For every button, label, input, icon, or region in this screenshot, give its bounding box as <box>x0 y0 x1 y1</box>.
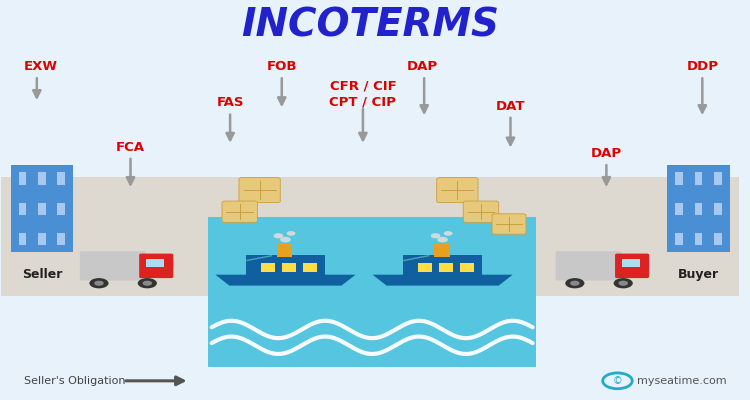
FancyBboxPatch shape <box>714 233 722 246</box>
FancyBboxPatch shape <box>418 263 432 272</box>
FancyBboxPatch shape <box>10 166 74 252</box>
Text: CFR / CIF
CPT / CIP: CFR / CIF CPT / CIP <box>329 80 396 109</box>
FancyBboxPatch shape <box>140 254 173 278</box>
FancyBboxPatch shape <box>694 233 703 246</box>
Circle shape <box>94 281 104 286</box>
FancyBboxPatch shape <box>668 166 730 252</box>
Circle shape <box>280 237 291 242</box>
Circle shape <box>274 233 284 238</box>
Circle shape <box>570 281 580 286</box>
FancyBboxPatch shape <box>277 243 292 257</box>
Circle shape <box>614 278 633 288</box>
FancyBboxPatch shape <box>19 233 26 246</box>
Polygon shape <box>373 275 513 286</box>
Circle shape <box>444 231 453 236</box>
Circle shape <box>430 233 440 238</box>
Text: ©: © <box>613 376 622 386</box>
Circle shape <box>138 278 157 288</box>
FancyBboxPatch shape <box>694 172 703 184</box>
FancyBboxPatch shape <box>58 233 65 246</box>
FancyBboxPatch shape <box>38 203 46 215</box>
FancyBboxPatch shape <box>80 251 146 280</box>
Text: EXW: EXW <box>23 60 58 73</box>
Text: FCA: FCA <box>116 141 145 154</box>
FancyBboxPatch shape <box>460 263 474 272</box>
FancyBboxPatch shape <box>222 201 257 222</box>
Circle shape <box>437 237 448 242</box>
FancyBboxPatch shape <box>676 203 683 215</box>
Text: Buyer: Buyer <box>678 268 719 281</box>
FancyBboxPatch shape <box>434 243 449 257</box>
Text: DAP: DAP <box>591 147 622 160</box>
FancyBboxPatch shape <box>58 172 65 184</box>
Text: DDP: DDP <box>686 60 718 73</box>
FancyBboxPatch shape <box>38 233 46 246</box>
FancyBboxPatch shape <box>282 263 296 272</box>
FancyBboxPatch shape <box>676 233 683 246</box>
FancyBboxPatch shape <box>246 255 325 276</box>
FancyBboxPatch shape <box>714 172 722 184</box>
FancyBboxPatch shape <box>464 201 499 222</box>
FancyBboxPatch shape <box>146 259 164 268</box>
Text: DAP: DAP <box>406 60 437 73</box>
Circle shape <box>142 281 152 286</box>
Text: myseatime.com: myseatime.com <box>638 376 727 386</box>
Text: FOB: FOB <box>266 60 297 73</box>
FancyBboxPatch shape <box>38 172 46 184</box>
Circle shape <box>566 278 584 288</box>
FancyBboxPatch shape <box>556 251 621 280</box>
Text: FAS: FAS <box>216 96 244 109</box>
Text: Seller: Seller <box>22 268 62 281</box>
FancyBboxPatch shape <box>694 203 703 215</box>
FancyBboxPatch shape <box>439 263 453 272</box>
FancyBboxPatch shape <box>19 172 26 184</box>
FancyBboxPatch shape <box>2 177 740 296</box>
FancyBboxPatch shape <box>622 259 640 268</box>
FancyBboxPatch shape <box>261 263 275 272</box>
Text: INCOTERMS: INCOTERMS <box>242 6 500 44</box>
Circle shape <box>286 231 296 236</box>
Polygon shape <box>215 275 356 286</box>
FancyBboxPatch shape <box>615 254 650 278</box>
FancyBboxPatch shape <box>492 214 526 234</box>
Text: Seller's Obligation: Seller's Obligation <box>23 376 125 386</box>
FancyBboxPatch shape <box>208 217 536 367</box>
FancyBboxPatch shape <box>303 263 317 272</box>
Circle shape <box>619 281 628 286</box>
FancyBboxPatch shape <box>58 203 65 215</box>
FancyBboxPatch shape <box>239 178 280 203</box>
Circle shape <box>89 278 109 288</box>
FancyBboxPatch shape <box>404 255 482 276</box>
Text: DAT: DAT <box>496 100 525 113</box>
FancyBboxPatch shape <box>436 178 478 203</box>
FancyBboxPatch shape <box>19 203 26 215</box>
FancyBboxPatch shape <box>714 203 722 215</box>
FancyBboxPatch shape <box>676 172 683 184</box>
